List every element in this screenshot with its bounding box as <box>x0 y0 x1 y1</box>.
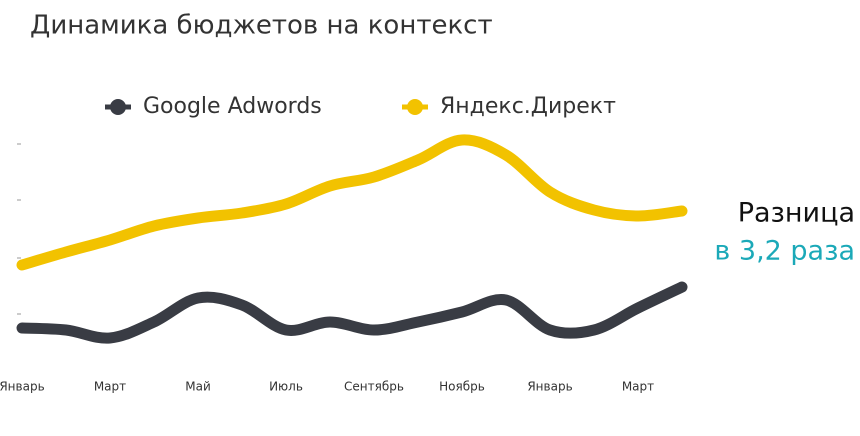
x-tick-label: Январь <box>527 380 572 394</box>
chart-title: Динамика бюджетов на контекст <box>30 11 493 41</box>
legend-label: Яндекс.Директ <box>440 94 616 119</box>
legend-marker <box>110 99 126 115</box>
annotation: Разница <box>738 198 855 229</box>
legend-label: Google Adwords <box>143 94 322 119</box>
x-tick-label: Январь <box>0 380 45 394</box>
x-tick-label: Май <box>185 380 211 394</box>
x-tick-label: Июль <box>269 380 303 394</box>
series-line <box>16 134 688 271</box>
x-tick-label: Ноябрь <box>439 380 485 394</box>
annotation: в 3,2 раза <box>714 236 855 267</box>
legend-marker <box>407 99 423 115</box>
x-tick-label: Март <box>94 380 126 394</box>
x-tick-label: Март <box>622 380 654 394</box>
x-tick-label: Сентябрь <box>344 380 404 394</box>
series-line <box>16 281 688 344</box>
